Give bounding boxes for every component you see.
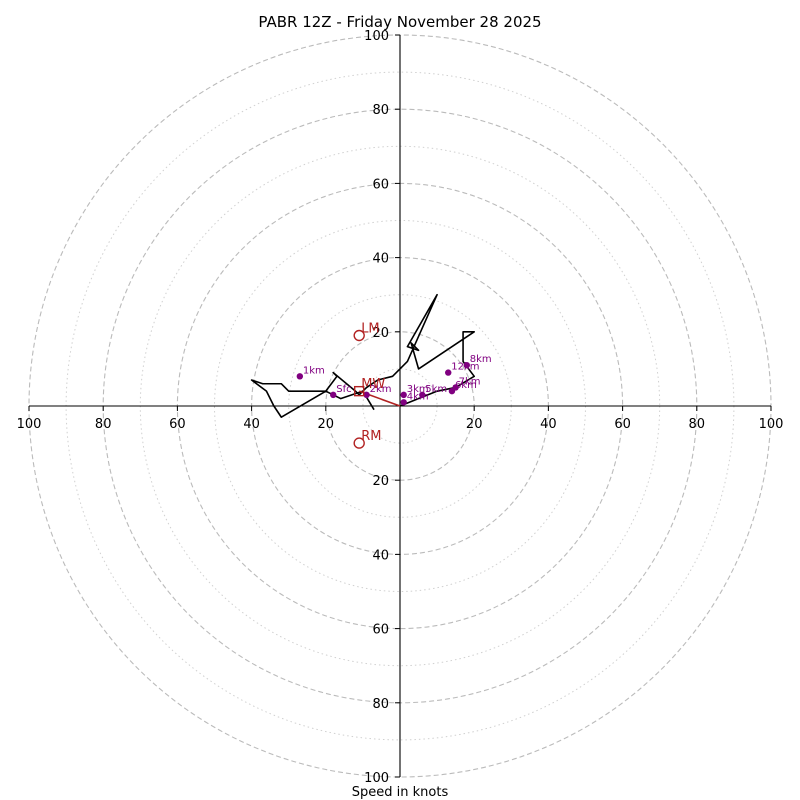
wind-trace [250, 293, 476, 418]
y-tick-label: 40 [372, 252, 389, 267]
height-marker-2km [363, 391, 370, 399]
hodograph-line [250, 293, 476, 418]
height-label-7km: 7km [459, 376, 481, 387]
height-label-6km: 6km [455, 380, 477, 391]
height-marker-3km [400, 391, 407, 399]
height-label-4km: 4km [407, 391, 429, 402]
y-tick-label: 100 [364, 771, 389, 786]
x-tick-label: 20 [318, 417, 335, 432]
y-tick-label: 20 [372, 326, 389, 341]
x-tick-label: 40 [243, 417, 260, 432]
storm-motion-label-RM: RM [361, 429, 381, 444]
x-tick-label: 80 [95, 417, 112, 432]
y-tick-label: 40 [372, 548, 389, 563]
y-tick-label: 100 [364, 29, 389, 44]
height-label-5km: 5km [425, 384, 447, 395]
storm-motion-marker-RM [353, 437, 365, 449]
y-tick-label: 60 [372, 623, 389, 638]
storm-motion-marker-MW [353, 385, 365, 397]
x-tick-label: 20 [466, 417, 483, 432]
y-tick-label: 20 [372, 474, 389, 489]
x-tick-label: 40 [540, 417, 557, 432]
x-tick-label: 60 [169, 417, 186, 432]
height-marker-4km [400, 399, 407, 406]
height-label-12km: 12km [451, 362, 479, 373]
axis-tick-labels: 100 80 60 40 20 20 40 60 80 100 100 80 60 40 20 20 40 60 8… [17, 29, 784, 786]
height-marker-12km [445, 369, 452, 376]
height-label-3km: 3km [407, 384, 429, 395]
height-label-Sfc: Sfc [336, 384, 351, 395]
x-tick-label: 60 [614, 417, 631, 432]
height-marker-8km [463, 361, 470, 369]
y-tick-label: 60 [372, 177, 389, 192]
height-label-8km: 8km [470, 354, 492, 365]
height-marker-1km [296, 373, 304, 380]
y-tick-label: 80 [372, 103, 389, 118]
storm-motion-label-MW: MW [361, 377, 385, 392]
x-axis-label: Speed in knots [352, 785, 449, 800]
storm-motion-markers: LM MW RM [353, 322, 385, 449]
x-tick-label: 100 [759, 417, 784, 432]
x-tick-label: 100 [17, 417, 42, 432]
height-marker-5km [419, 391, 426, 399]
storm-motion-marker-LM [353, 329, 365, 342]
height-label-2km: 2km [370, 384, 392, 395]
height-marker-Sfc [330, 391, 337, 399]
height-marker-7km [452, 384, 459, 391]
height-label-1km: 1km [303, 365, 325, 376]
storm-motion-label-LM: LM [361, 322, 379, 337]
y-tick-label: 80 [372, 697, 389, 712]
x-tick-label: 80 [689, 417, 706, 432]
chart-title: PABR 12Z - Friday November 28 2025 [258, 13, 541, 31]
